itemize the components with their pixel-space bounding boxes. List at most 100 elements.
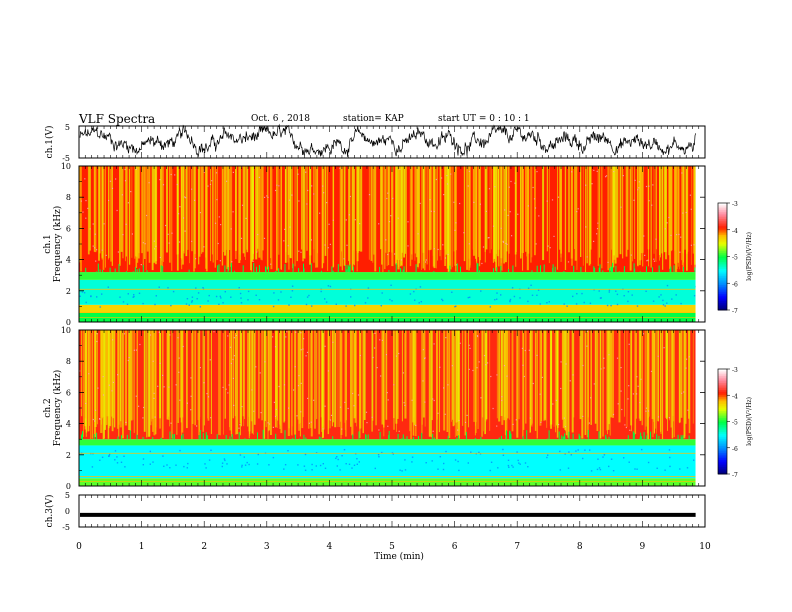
spectrogram-streak bbox=[609, 166, 611, 271]
spectrogram-spike bbox=[432, 433, 434, 440]
spectrogram-speckle bbox=[636, 376, 638, 378]
spectrogram-speckle bbox=[459, 202, 461, 205]
colorbar-cell bbox=[718, 421, 727, 424]
spectrogram-speckle bbox=[154, 303, 156, 306]
spectrogram-speckle bbox=[445, 337, 447, 339]
spectrogram-streak bbox=[128, 330, 131, 430]
spectrogram-speckle bbox=[651, 204, 653, 206]
spectrogram-speckle bbox=[296, 415, 298, 417]
spectrogram-streak bbox=[428, 166, 431, 251]
colorbar-cell bbox=[718, 470, 727, 473]
spectrogram-speckle bbox=[112, 339, 114, 341]
spectrogram-streak bbox=[151, 166, 154, 271]
spectrogram-spike bbox=[299, 438, 300, 440]
spectrogram-spike bbox=[169, 431, 171, 440]
spectrogram-speckle bbox=[241, 204, 244, 206]
spectrogram-spike bbox=[276, 271, 278, 272]
spectrogram-speckle bbox=[479, 453, 482, 455]
spectrogram-speckle bbox=[359, 223, 361, 225]
colorbar-cell bbox=[718, 405, 727, 408]
spectrogram-speckle bbox=[681, 392, 683, 394]
time-tick-label: 0 bbox=[76, 542, 82, 552]
spectrogram-streak bbox=[422, 330, 425, 418]
spectrogram-speckle bbox=[671, 298, 673, 300]
spectrogram-speckle bbox=[266, 195, 268, 197]
spectrogram-speckle bbox=[533, 198, 536, 200]
spectrogram-speckle bbox=[616, 357, 619, 359]
spectrogram-streak bbox=[316, 330, 318, 419]
spec-ytick-label: 4 bbox=[66, 256, 71, 265]
spectrogram-streak bbox=[351, 166, 354, 271]
spectrogram-speckle bbox=[446, 175, 448, 177]
spectrogram-streak bbox=[387, 166, 390, 266]
spectrogram-speckle bbox=[431, 460, 433, 462]
spectrogram-speckle bbox=[99, 418, 101, 420]
spectrogram-streak bbox=[339, 166, 342, 267]
spectrogram-speckle bbox=[687, 409, 689, 411]
spectrogram-speckle bbox=[241, 406, 243, 408]
spectrogram-speckle bbox=[152, 360, 154, 362]
spectrogram-speckle bbox=[532, 186, 534, 189]
spectrogram-speckle bbox=[536, 354, 538, 356]
colorbar-cell bbox=[718, 267, 727, 270]
spectrogram-spike bbox=[460, 266, 461, 273]
spectrogram-speckle bbox=[133, 294, 135, 296]
spectrogram-speckle bbox=[291, 194, 293, 196]
spectrogram-speckle bbox=[621, 408, 623, 411]
spectrogram-streak bbox=[166, 330, 169, 420]
spectrogram-speckle bbox=[647, 461, 650, 464]
spectrogram-streak bbox=[182, 330, 184, 418]
spectrogram-streak bbox=[107, 330, 109, 425]
spectrogram-speckle bbox=[96, 340, 98, 343]
spectrogram-streak bbox=[124, 330, 127, 426]
spectrogram-streak bbox=[662, 166, 664, 270]
spectrogram-spike bbox=[639, 271, 641, 273]
spectrogram-speckle bbox=[336, 456, 338, 458]
spectrogram-speckle bbox=[443, 462, 445, 465]
spectrogram-speckle bbox=[576, 211, 578, 213]
start-time-label: start UT = 0 : 10 : 1 bbox=[438, 114, 530, 124]
spectrogram-speckle bbox=[310, 239, 312, 241]
spectrogram-speckle bbox=[273, 401, 275, 403]
spectrogram-streak bbox=[183, 166, 185, 251]
colorbar-cell bbox=[718, 454, 727, 457]
spectrogram-speckle bbox=[559, 450, 561, 453]
spectrogram-speckle bbox=[442, 468, 445, 471]
spectrogram-speckle bbox=[443, 194, 445, 196]
spectrogram-streak bbox=[97, 330, 98, 425]
spectrogram-speckle bbox=[284, 464, 287, 466]
colorbar-cell bbox=[718, 208, 727, 211]
spectrogram-spike bbox=[82, 431, 83, 440]
spec-ytick-label: 2 bbox=[66, 287, 71, 296]
spectrogram-spike bbox=[605, 434, 607, 440]
spectrogram-speckle bbox=[207, 300, 209, 302]
spectrogram-streak bbox=[363, 330, 366, 420]
spectrogram-speckle bbox=[467, 296, 469, 299]
spectrogram-speckle bbox=[468, 243, 470, 245]
spectrogram-band bbox=[79, 272, 696, 280]
spectrogram-streak bbox=[134, 166, 136, 259]
spectrogram-speckle bbox=[307, 397, 309, 399]
spectrogram-spike bbox=[554, 266, 556, 272]
spectrogram-speckle bbox=[159, 256, 161, 259]
spectrogram-speckle bbox=[514, 182, 516, 184]
spectrogram-streak bbox=[397, 330, 399, 419]
spectrogram-spike bbox=[650, 431, 652, 440]
spectrogram-speckle bbox=[409, 293, 412, 295]
spectrogram-spike bbox=[449, 271, 451, 273]
spectrogram-spike bbox=[121, 435, 122, 440]
spectrogram-streak bbox=[240, 330, 242, 427]
spectrogram-speckle bbox=[512, 466, 514, 468]
spectrogram-speckle bbox=[381, 292, 383, 294]
spectrogram-streak bbox=[436, 166, 437, 269]
colorbar-cell bbox=[718, 254, 727, 257]
spectrogram-speckle bbox=[538, 215, 540, 217]
spectrogram-speckle bbox=[394, 253, 396, 255]
spectrogram-speckle bbox=[191, 301, 193, 303]
spectrogram-streak bbox=[348, 166, 350, 262]
spectrogram-spike bbox=[310, 263, 312, 273]
spectrogram-speckle bbox=[273, 292, 275, 294]
spectrogram-speckle bbox=[245, 217, 247, 219]
spectrogram-streak bbox=[161, 330, 164, 438]
spectrogram-speckle bbox=[213, 331, 215, 333]
